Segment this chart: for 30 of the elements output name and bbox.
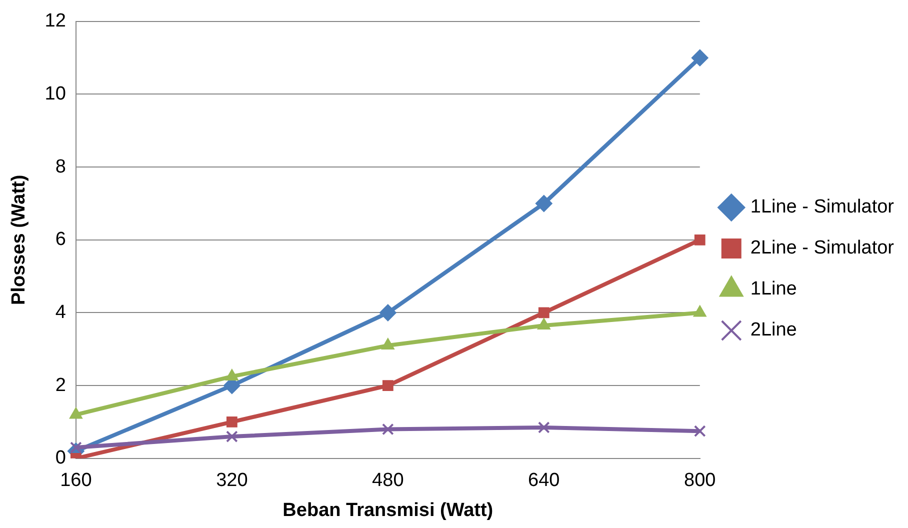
y-tick-label: 8	[55, 156, 66, 178]
x-tick-label: 320	[216, 470, 248, 492]
point	[535, 194, 552, 212]
point	[538, 307, 550, 318]
x-axis-title: Beban Transmisi (Watt)	[282, 500, 494, 521]
legend-label: 1Line - Simulator	[750, 196, 895, 218]
point	[538, 421, 550, 434]
x-tick-label: 480	[372, 470, 404, 492]
y-tick-label: 10	[44, 83, 66, 104]
legend-label: 2Line - Simulator	[750, 238, 895, 259]
point	[382, 380, 394, 392]
y-tick-label: 4	[55, 302, 66, 323]
x-tick-label: 160	[60, 470, 92, 492]
legend-label: 1Line	[750, 278, 797, 300]
y-tick-label: 2	[55, 374, 66, 396]
point	[694, 234, 706, 246]
point	[226, 416, 238, 428]
y-tick-label: 6	[55, 229, 66, 250]
x-tick-label: 800	[684, 470, 716, 492]
point	[379, 304, 396, 322]
legend-label: 2Line	[750, 320, 797, 341]
y-tick-label: 12	[44, 10, 66, 32]
point	[381, 338, 394, 350]
point	[691, 49, 708, 66]
y-axis-title: Plosses (Watt)	[8, 174, 30, 306]
point	[226, 430, 238, 442]
point	[694, 425, 706, 438]
point	[382, 423, 394, 436]
y-tick-label: 0	[55, 448, 66, 469]
x-tick-label: 640	[528, 470, 560, 492]
